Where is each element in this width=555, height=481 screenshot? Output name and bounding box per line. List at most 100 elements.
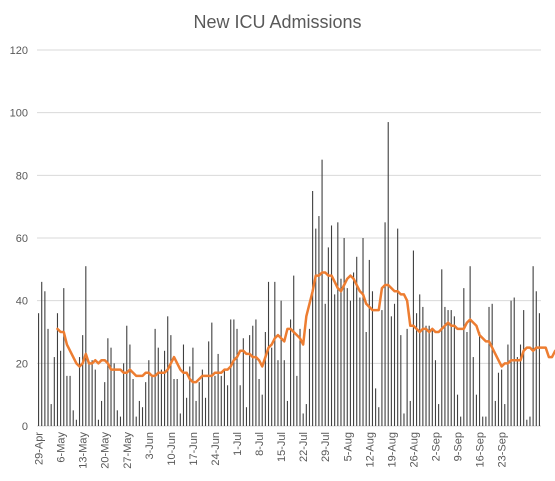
bar (368, 259, 370, 426)
bar (170, 335, 172, 426)
bar (41, 281, 43, 426)
x-tick-label: 12-Aug (364, 432, 376, 467)
bar (261, 394, 263, 426)
bar (283, 360, 285, 426)
bar (324, 303, 326, 426)
bar (466, 332, 468, 426)
bar (384, 222, 386, 426)
bar (88, 363, 90, 426)
bar (267, 281, 270, 426)
bar (179, 413, 181, 426)
bar (397, 228, 399, 426)
bar (501, 369, 503, 426)
bar (135, 416, 137, 426)
bar (507, 344, 509, 426)
bar (182, 344, 185, 426)
bar (277, 360, 279, 426)
bar (227, 385, 229, 426)
bar (416, 313, 418, 426)
bar (315, 228, 317, 426)
bar (195, 400, 197, 426)
bar (44, 291, 46, 426)
bar (523, 310, 525, 426)
x-tick-label: 29-Apr (34, 432, 46, 465)
bar (312, 191, 314, 426)
bar (441, 269, 443, 426)
bar (438, 404, 440, 426)
bar (296, 375, 298, 426)
bar (488, 306, 490, 426)
bar (249, 335, 251, 426)
bar (50, 404, 52, 426)
bar (173, 379, 175, 426)
bar (160, 369, 162, 426)
bar (353, 272, 355, 426)
bar (406, 328, 408, 426)
bar (390, 316, 392, 426)
x-tick-label: 9-Sep (453, 432, 465, 461)
y-tick-label: 0 (22, 421, 28, 433)
bar (308, 328, 311, 426)
bar (375, 388, 377, 426)
bar (126, 325, 128, 426)
bar (214, 375, 216, 426)
bar (164, 350, 166, 426)
bar (239, 385, 241, 426)
bar (456, 394, 459, 426)
bar (123, 363, 125, 426)
bar (450, 310, 452, 426)
bar (529, 416, 531, 426)
bar (365, 332, 367, 426)
bar (271, 347, 273, 426)
bar (176, 379, 178, 426)
bar (460, 416, 462, 426)
bar (362, 238, 364, 426)
bar (245, 407, 248, 426)
bar (302, 413, 304, 426)
bar (255, 319, 257, 426)
moving-average-line (56, 271, 555, 384)
x-tick-label: 23-Sep (497, 432, 509, 467)
bar (264, 332, 266, 426)
bar (217, 353, 219, 426)
bar (532, 266, 534, 426)
bar (113, 363, 115, 426)
x-tick-label: 13-May (78, 432, 90, 469)
x-tick-label: 5-Aug (342, 432, 354, 461)
x-tick-label: 19-Aug (386, 432, 398, 467)
bar (510, 300, 512, 426)
bar (378, 407, 380, 426)
bar (104, 382, 106, 426)
bar (434, 360, 437, 426)
bar (453, 316, 455, 426)
bar (286, 400, 288, 426)
bar (204, 397, 207, 426)
bar (463, 288, 465, 426)
chart-title: New ICU Admissions (193, 12, 361, 32)
bar (479, 332, 481, 426)
bar (208, 341, 210, 426)
bar (318, 216, 320, 426)
bar (513, 297, 515, 426)
bar (381, 310, 383, 426)
bar (189, 366, 191, 426)
moving-average-series (56, 271, 555, 384)
x-tick-label: 3-Jun (144, 432, 156, 460)
bar (403, 413, 405, 426)
bar (223, 369, 225, 426)
bar (63, 288, 65, 426)
bar (107, 338, 109, 426)
bar (293, 275, 295, 426)
bar (198, 382, 200, 426)
bar (327, 247, 329, 426)
bar (371, 291, 374, 426)
bar (151, 375, 153, 426)
bar (346, 288, 348, 426)
x-tick-label: 10-Jun (166, 432, 178, 466)
bar (85, 266, 87, 426)
bar (119, 416, 122, 426)
bar (425, 325, 427, 426)
bar (233, 319, 235, 426)
bar (78, 357, 81, 426)
